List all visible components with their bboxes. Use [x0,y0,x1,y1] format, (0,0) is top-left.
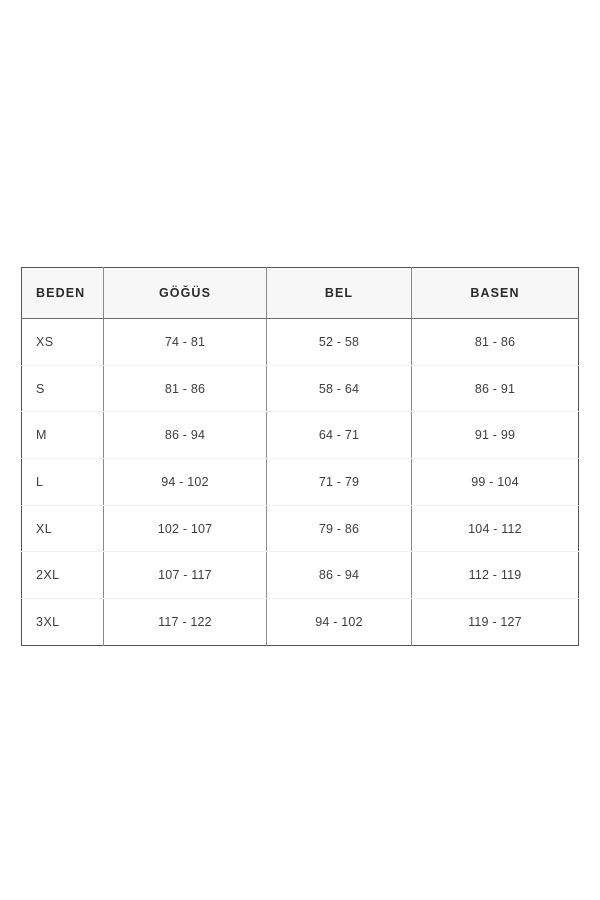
cell-beden: XL [21,505,104,553]
cell-basen: 104 - 112 [411,505,579,553]
cell-gogus: 102 - 107 [103,505,267,553]
cell-gogus: 107 - 117 [103,551,267,600]
cell-bel: 64 - 71 [266,411,412,460]
cell-gogus: 81 - 86 [103,365,267,413]
table-row: S 81 - 86 58 - 64 86 - 91 [21,365,579,413]
cell-basen: 91 - 99 [411,411,579,460]
cell-beden: 2XL [21,551,104,600]
column-header-gogus: GÖĞÜS [103,267,267,319]
table-row: 3XL 117 - 122 94 - 102 119 - 127 [21,598,579,646]
cell-beden: M [21,411,104,460]
cell-beden: L [21,458,104,506]
cell-bel: 86 - 94 [266,551,412,600]
table-row: XS 74 - 81 52 - 58 81 - 86 [21,318,579,366]
cell-basen: 81 - 86 [411,318,579,366]
cell-basen: 119 - 127 [411,598,579,646]
cell-beden: S [21,365,104,413]
cell-basen: 112 - 119 [411,551,579,600]
cell-gogus: 94 - 102 [103,458,267,506]
table-row: L 94 - 102 71 - 79 99 - 104 [21,458,579,506]
cell-bel: 52 - 58 [266,318,412,366]
cell-beden: 3XL [21,598,104,646]
column-header-beden: BEDEN [21,267,104,319]
size-chart-header: BEDEN GÖĞÜS BEL BASEN [21,267,579,319]
cell-bel: 58 - 64 [266,365,412,413]
cell-basen: 86 - 91 [411,365,579,413]
table-row: 2XL 107 - 117 86 - 94 112 - 119 [21,551,579,600]
table-row: XL 102 - 107 79 - 86 104 - 112 [21,505,579,553]
cell-basen: 99 - 104 [411,458,579,506]
table-row: M 86 - 94 64 - 71 91 - 99 [21,411,579,460]
cell-gogus: 74 - 81 [103,318,267,366]
size-chart-body: XS 74 - 81 52 - 58 81 - 86 S 81 - 86 58 … [21,318,579,646]
size-chart-table: BEDEN GÖĞÜS BEL BASEN XS 74 - 81 52 - 58… [21,267,579,646]
table-header-row: BEDEN GÖĞÜS BEL BASEN [21,267,579,319]
cell-beden: XS [21,318,104,366]
column-header-bel: BEL [266,267,412,319]
cell-bel: 94 - 102 [266,598,412,646]
column-header-basen: BASEN [411,267,579,319]
cell-gogus: 117 - 122 [103,598,267,646]
cell-gogus: 86 - 94 [103,411,267,460]
cell-bel: 79 - 86 [266,505,412,553]
cell-bel: 71 - 79 [266,458,412,506]
